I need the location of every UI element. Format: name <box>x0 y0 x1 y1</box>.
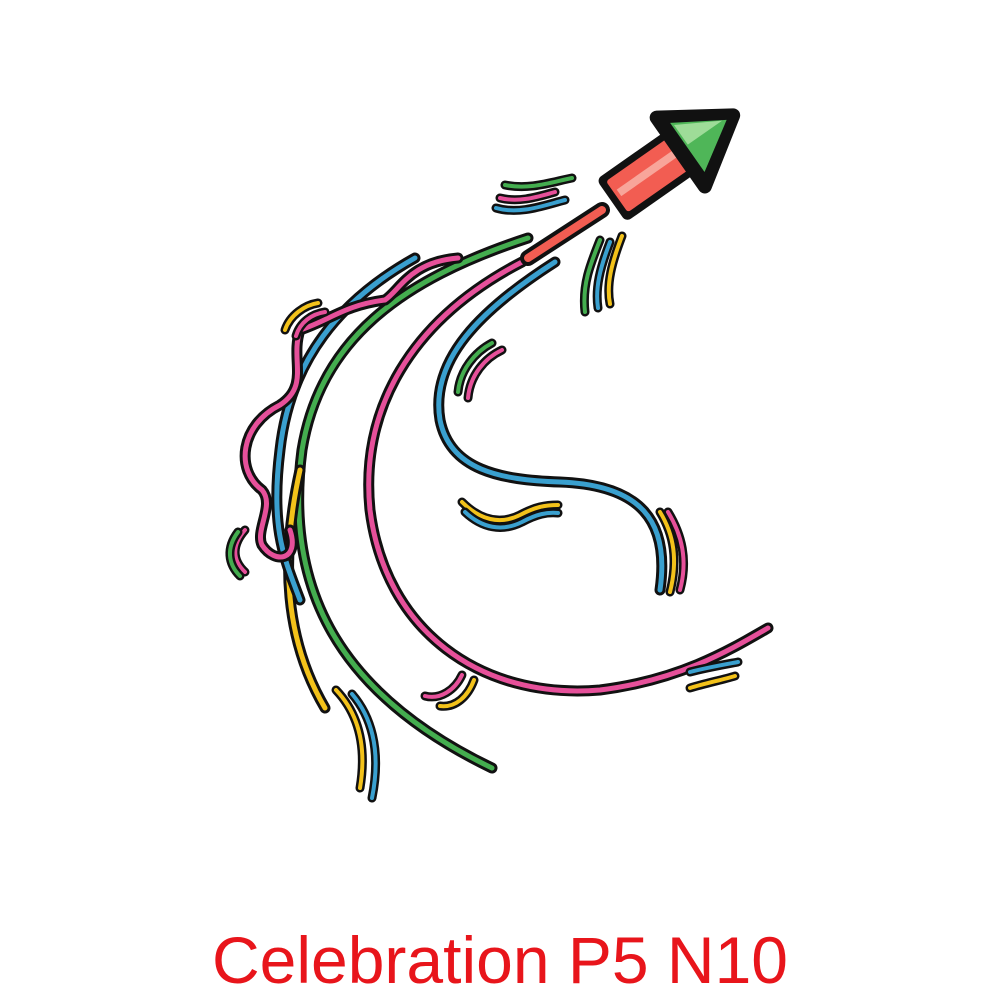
caption-title: Celebration P5 N10 <box>211 923 789 997</box>
streamers <box>239 232 774 774</box>
rocket <box>520 108 741 266</box>
confetti <box>225 173 743 803</box>
